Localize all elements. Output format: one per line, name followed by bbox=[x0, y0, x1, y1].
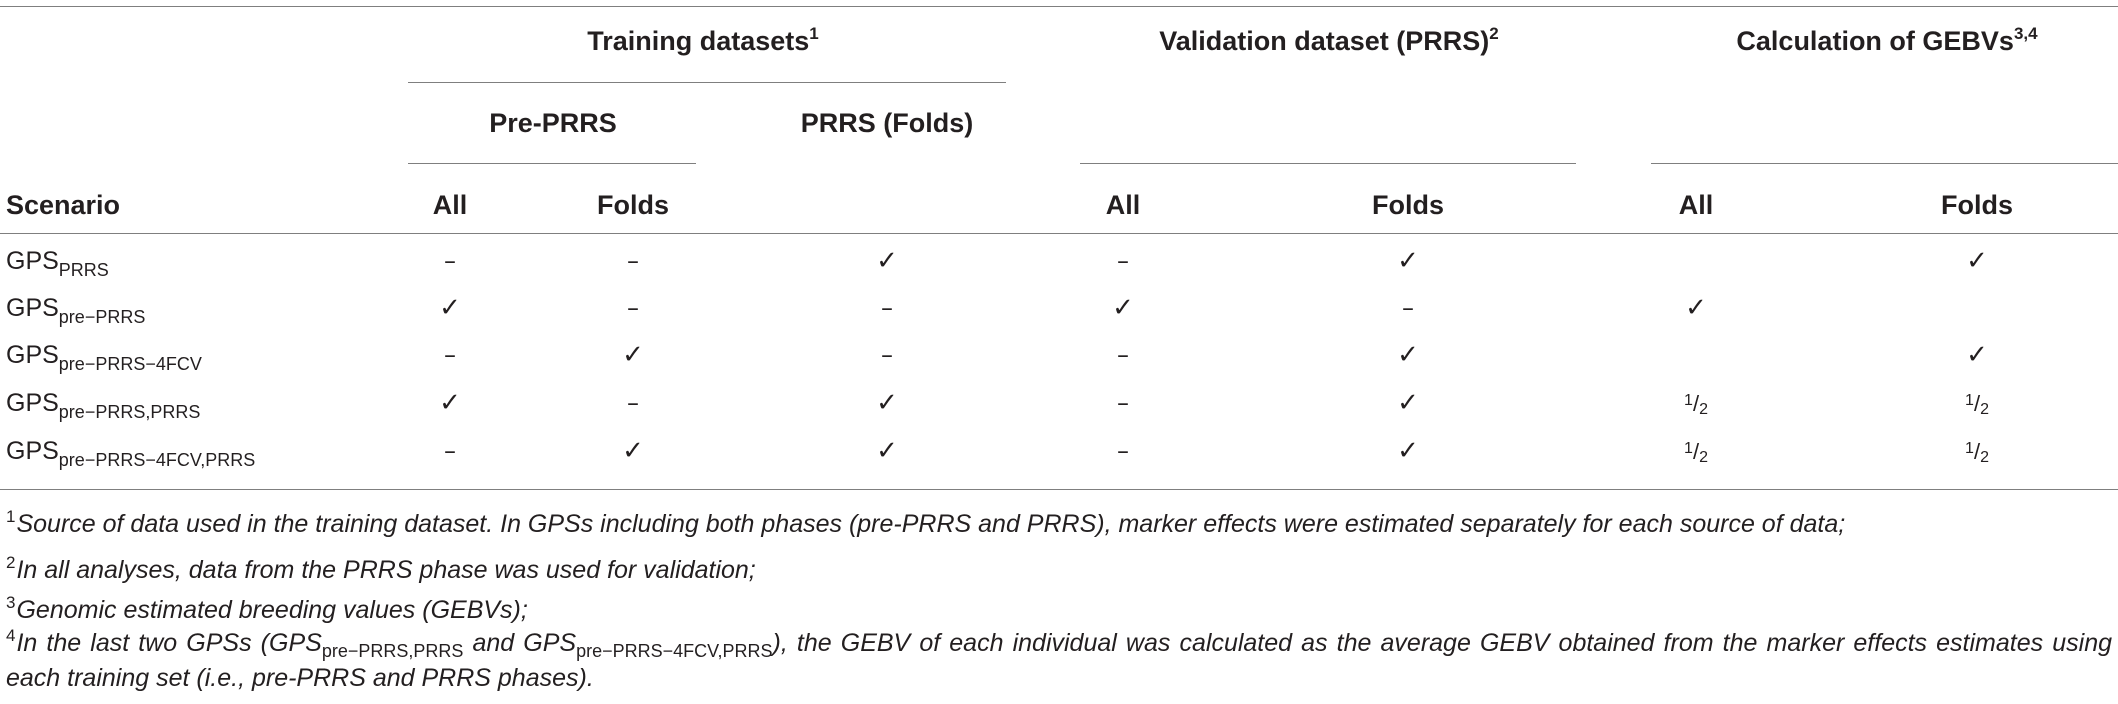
half-value: 1/2 bbox=[1965, 439, 1989, 466]
check-icon: ✓ bbox=[1112, 293, 1134, 323]
validation-group-rule bbox=[1080, 163, 1576, 164]
check-icon: ✓ bbox=[622, 340, 644, 370]
check-icon: ✓ bbox=[876, 388, 898, 418]
check-icon: ✓ bbox=[1685, 293, 1707, 323]
training-datasets-header: Training datasets1 bbox=[587, 24, 819, 56]
dash-cell: – bbox=[1402, 294, 1414, 322]
dash-cell: – bbox=[627, 294, 639, 322]
footnote-4: 4In the last two GPSs (GPSpre−PRRS,PRRS … bbox=[6, 626, 2112, 692]
prrs-folds-header: PRRS (Folds) bbox=[800, 108, 974, 138]
dash-cell: – bbox=[627, 247, 639, 275]
scenario-cell: GPSpre−PRRS,PRRS bbox=[6, 389, 201, 422]
dash-cell: – bbox=[444, 437, 456, 465]
col-header-training-folds: Folds bbox=[597, 190, 669, 220]
scenario-cell: GPSpre−PRRS−4FCV bbox=[6, 341, 202, 374]
dash-cell: – bbox=[444, 247, 456, 275]
half-value: 1/2 bbox=[1684, 391, 1708, 418]
check-icon: ✓ bbox=[1966, 340, 1988, 370]
check-icon: ✓ bbox=[1397, 436, 1419, 466]
dash-cell: – bbox=[1117, 389, 1129, 417]
col-header-calc-all: All bbox=[1678, 190, 1714, 220]
table-top-rule bbox=[0, 6, 2118, 7]
header-bottom-rule bbox=[0, 233, 2118, 234]
calc-group-rule bbox=[1651, 163, 2118, 164]
dash-cell: – bbox=[1117, 247, 1129, 275]
half-value: 1/2 bbox=[1965, 391, 1989, 418]
pre-prrs-header: Pre-PRRS bbox=[489, 108, 617, 138]
scenario-header: Scenario bbox=[6, 190, 121, 220]
check-icon: ✓ bbox=[876, 246, 898, 276]
col-header-calc-folds: Folds bbox=[1941, 190, 2013, 220]
dash-cell: – bbox=[627, 389, 639, 417]
half-value: 1/2 bbox=[1684, 439, 1708, 466]
dash-cell: – bbox=[881, 294, 893, 322]
check-icon: ✓ bbox=[1397, 246, 1419, 276]
col-header-validation-folds: Folds bbox=[1372, 190, 1444, 220]
check-icon: ✓ bbox=[439, 293, 461, 323]
validation-dataset-header: Validation dataset (PRRS)2 bbox=[1159, 24, 1499, 56]
training-group-rule bbox=[408, 82, 1006, 83]
table-bottom-rule bbox=[0, 489, 2118, 490]
scenario-cell: GPSpre−PRRS bbox=[6, 294, 146, 327]
scenario-cell: GPSPRRS bbox=[6, 247, 109, 280]
scenario-cell: GPSpre−PRRS−4FCV,PRRS bbox=[6, 437, 256, 470]
check-icon: ✓ bbox=[439, 388, 461, 418]
dash-cell: – bbox=[1117, 341, 1129, 369]
dash-cell: – bbox=[881, 341, 893, 369]
dash-cell: – bbox=[444, 341, 456, 369]
calc-gebv-header: Calculation of GEBVs3,4 bbox=[1736, 24, 2038, 56]
footnote-3: 3Genomic estimated breeding values (GEBV… bbox=[6, 593, 528, 624]
footnote-2: 2In all analyses, data from the PRRS pha… bbox=[6, 553, 756, 584]
col-header-training-all: All bbox=[432, 190, 468, 220]
check-icon: ✓ bbox=[622, 436, 644, 466]
dash-cell: – bbox=[1117, 437, 1129, 465]
check-icon: ✓ bbox=[1966, 246, 1988, 276]
check-icon: ✓ bbox=[1397, 340, 1419, 370]
col-header-validation-all: All bbox=[1105, 190, 1141, 220]
footnote-1: 1Source of data used in the training dat… bbox=[6, 507, 1846, 538]
check-icon: ✓ bbox=[1397, 388, 1419, 418]
check-icon: ✓ bbox=[876, 436, 898, 466]
pre-prrs-group-rule bbox=[408, 163, 696, 164]
